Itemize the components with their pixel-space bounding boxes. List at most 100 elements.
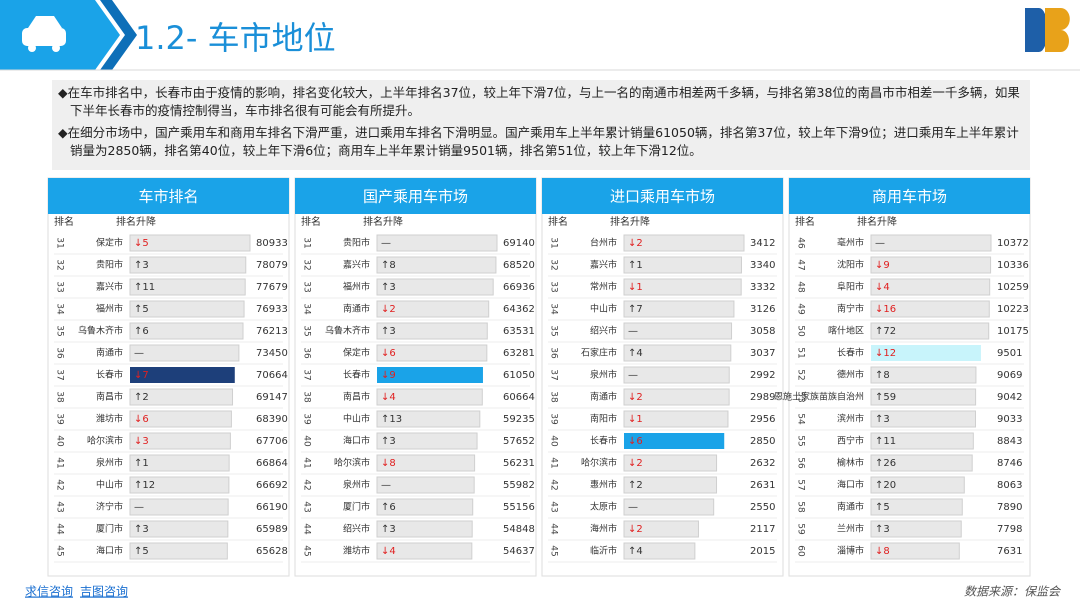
bar <box>129 520 229 538</box>
change: ↑1 <box>134 458 149 469</box>
city: 常州市 <box>590 281 617 293</box>
rank: 42 <box>302 479 312 490</box>
change: ↓2 <box>628 238 643 249</box>
rank: 33 <box>549 281 559 292</box>
column-header: 排名 <box>301 215 321 228</box>
logo <box>1025 8 1070 53</box>
city: 阜阳市 <box>837 281 864 293</box>
value: 68390 <box>256 414 288 425</box>
city: 南通市 <box>96 347 123 359</box>
city: 哈尔滨市 <box>87 435 123 447</box>
bar <box>376 520 473 538</box>
bar <box>376 344 488 362</box>
bar <box>129 322 244 340</box>
city: 长春市 <box>343 369 370 381</box>
bar <box>623 234 745 252</box>
change: ↑8 <box>875 370 890 381</box>
column-header: 排名 <box>795 215 815 228</box>
city: 中山市 <box>590 303 617 315</box>
bar <box>376 256 497 274</box>
value: 66864 <box>256 458 288 469</box>
value: 64362 <box>503 304 535 315</box>
bar <box>870 300 990 318</box>
value: 3332 <box>750 282 775 293</box>
change: ↑4 <box>628 546 643 557</box>
change: — <box>628 370 638 381</box>
city: 保定市 <box>343 347 370 359</box>
change: ↓7 <box>134 370 149 381</box>
bar <box>870 476 965 494</box>
change: ↑5 <box>134 546 149 557</box>
rank: 47 <box>796 259 806 270</box>
city: 喀什地区 <box>828 325 864 337</box>
change: ↓4 <box>381 546 396 557</box>
city: 潍坊市 <box>343 545 370 557</box>
bar <box>377 367 483 383</box>
bar <box>623 278 742 296</box>
value: 57652 <box>503 436 535 447</box>
change: — <box>875 238 885 249</box>
change: ↑3 <box>381 436 396 447</box>
change: ↓6 <box>381 348 396 359</box>
rank: 51 <box>796 347 806 358</box>
rank: 36 <box>549 347 559 359</box>
rank: 33 <box>55 281 65 292</box>
bar <box>623 520 699 538</box>
value: 55156 <box>503 502 535 513</box>
city: 潍坊市 <box>96 413 123 425</box>
panel-header <box>295 178 536 214</box>
rank: 39 <box>55 413 65 425</box>
rank: 55 <box>796 435 806 446</box>
city: 哈尔滨市 <box>581 457 617 469</box>
rank: 44 <box>549 523 559 535</box>
bar <box>871 345 981 361</box>
change: ↑3 <box>381 326 396 337</box>
value: 65989 <box>256 524 288 535</box>
rank: 39 <box>302 413 312 425</box>
bar <box>129 542 228 560</box>
city: 泉州市 <box>343 479 370 491</box>
change: ↓9 <box>381 370 396 381</box>
bar <box>870 454 973 472</box>
value: 3037 <box>750 348 775 359</box>
city: 南通市 <box>590 391 617 403</box>
rank: 34 <box>549 303 559 315</box>
header-chevron <box>100 0 137 70</box>
bar <box>623 322 733 340</box>
change: ↑8 <box>381 260 396 271</box>
city: 台州市 <box>590 237 617 249</box>
value: 2631 <box>750 480 775 491</box>
footer-link[interactable]: 吉图咨询 <box>80 584 128 599</box>
bar <box>129 410 232 428</box>
footer-link[interactable]: 求信咨询 <box>25 584 73 599</box>
change: ↓3 <box>134 436 149 447</box>
value: 73450 <box>256 348 288 359</box>
bar <box>376 498 474 516</box>
rank: 37 <box>549 369 559 380</box>
change: ↓12 <box>875 348 896 359</box>
change: ↑3 <box>134 260 149 271</box>
rank: 39 <box>549 413 559 425</box>
bar <box>623 476 718 494</box>
bar <box>623 256 742 274</box>
city: 石家庄市 <box>581 347 617 359</box>
rank: 40 <box>55 435 65 447</box>
value: 63281 <box>503 348 535 359</box>
change: ↑6 <box>381 502 396 513</box>
city: 泉州市 <box>96 457 123 469</box>
bar <box>376 278 494 296</box>
bullet-box <box>52 80 1030 170</box>
rank: 32 <box>302 259 312 270</box>
value: 3412 <box>750 238 775 249</box>
rank: 41 <box>55 457 65 468</box>
value: 68520 <box>503 260 535 271</box>
value: 10336 <box>997 260 1029 271</box>
bar <box>870 520 962 538</box>
city: 厦门市 <box>343 501 370 513</box>
bar <box>623 366 730 384</box>
change: ↑20 <box>875 480 896 491</box>
bar <box>870 410 977 428</box>
city: 长春市 <box>590 435 617 447</box>
